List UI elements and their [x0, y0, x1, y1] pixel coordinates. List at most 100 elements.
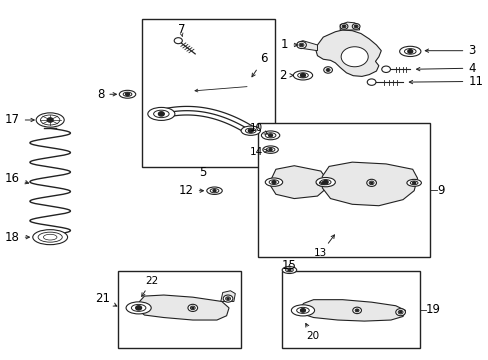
Ellipse shape: [353, 25, 357, 28]
Text: 8: 8: [97, 88, 116, 101]
Ellipse shape: [126, 302, 151, 314]
Text: 18: 18: [5, 231, 29, 244]
Ellipse shape: [261, 131, 279, 140]
Ellipse shape: [399, 46, 420, 57]
Circle shape: [248, 129, 253, 132]
Circle shape: [321, 182, 324, 184]
Ellipse shape: [299, 43, 304, 47]
Polygon shape: [315, 30, 381, 76]
Ellipse shape: [241, 126, 260, 135]
Ellipse shape: [397, 310, 402, 314]
Ellipse shape: [153, 110, 169, 118]
Text: 14: 14: [249, 147, 268, 157]
Circle shape: [191, 307, 193, 309]
Polygon shape: [137, 295, 228, 320]
Bar: [258, 123, 429, 257]
Ellipse shape: [245, 128, 256, 133]
Circle shape: [213, 190, 216, 192]
Ellipse shape: [351, 23, 359, 29]
Text: 2: 2: [279, 69, 293, 82]
Bar: [142, 19, 274, 167]
Text: 11: 11: [408, 75, 482, 88]
Circle shape: [268, 149, 271, 151]
Ellipse shape: [395, 309, 405, 316]
Text: 7: 7: [178, 23, 185, 36]
Ellipse shape: [354, 309, 358, 312]
Text: 13: 13: [314, 235, 334, 258]
Circle shape: [355, 310, 357, 311]
Polygon shape: [340, 22, 359, 30]
Ellipse shape: [268, 180, 278, 184]
Circle shape: [412, 182, 415, 184]
Text: 15: 15: [282, 259, 296, 272]
Ellipse shape: [119, 90, 136, 98]
Text: 22: 22: [142, 276, 158, 296]
Circle shape: [323, 180, 327, 184]
Ellipse shape: [320, 180, 330, 185]
Ellipse shape: [368, 181, 373, 185]
Ellipse shape: [264, 133, 275, 138]
Ellipse shape: [323, 67, 332, 73]
Ellipse shape: [206, 187, 222, 194]
Bar: [282, 271, 419, 348]
Circle shape: [366, 79, 375, 85]
Ellipse shape: [319, 181, 326, 185]
Circle shape: [47, 118, 53, 122]
Ellipse shape: [223, 295, 232, 302]
Circle shape: [341, 47, 367, 67]
Text: 19: 19: [425, 303, 440, 316]
Circle shape: [226, 298, 228, 299]
Polygon shape: [322, 162, 417, 206]
Ellipse shape: [404, 49, 415, 54]
Ellipse shape: [297, 73, 307, 78]
Circle shape: [407, 50, 412, 53]
Circle shape: [271, 181, 275, 184]
Circle shape: [399, 311, 401, 313]
Ellipse shape: [340, 23, 347, 29]
Ellipse shape: [316, 180, 329, 186]
Circle shape: [300, 73, 305, 77]
Text: 12: 12: [179, 184, 203, 197]
Polygon shape: [221, 291, 235, 301]
Ellipse shape: [263, 146, 278, 153]
Ellipse shape: [342, 25, 346, 28]
Ellipse shape: [406, 179, 421, 186]
Circle shape: [300, 309, 305, 312]
Ellipse shape: [366, 179, 376, 186]
Ellipse shape: [296, 307, 308, 314]
Ellipse shape: [210, 189, 219, 193]
Ellipse shape: [131, 305, 145, 311]
Ellipse shape: [291, 305, 314, 316]
Text: 10: 10: [249, 123, 267, 134]
Ellipse shape: [293, 71, 312, 80]
Ellipse shape: [147, 107, 175, 120]
Ellipse shape: [190, 306, 195, 310]
Circle shape: [354, 26, 356, 27]
Text: 21: 21: [95, 292, 117, 306]
Ellipse shape: [264, 178, 282, 186]
Ellipse shape: [33, 230, 67, 245]
Bar: [118, 271, 241, 348]
Ellipse shape: [265, 148, 274, 152]
Circle shape: [174, 38, 182, 44]
Ellipse shape: [282, 266, 296, 274]
Text: 16: 16: [5, 172, 28, 185]
Ellipse shape: [325, 68, 329, 71]
Circle shape: [136, 306, 141, 310]
Text: 20: 20: [305, 323, 319, 342]
Ellipse shape: [315, 177, 335, 187]
Ellipse shape: [352, 307, 361, 314]
Text: 4: 4: [416, 62, 475, 75]
Text: 1: 1: [281, 39, 297, 51]
Polygon shape: [298, 41, 317, 51]
Text: 17: 17: [5, 113, 34, 126]
Circle shape: [287, 269, 290, 271]
Circle shape: [381, 66, 389, 72]
Ellipse shape: [296, 41, 305, 49]
Ellipse shape: [36, 113, 64, 127]
Text: 6: 6: [251, 52, 267, 77]
Ellipse shape: [285, 268, 293, 272]
Text: 5: 5: [198, 166, 206, 179]
Text: 3: 3: [425, 44, 475, 57]
Ellipse shape: [409, 181, 417, 185]
